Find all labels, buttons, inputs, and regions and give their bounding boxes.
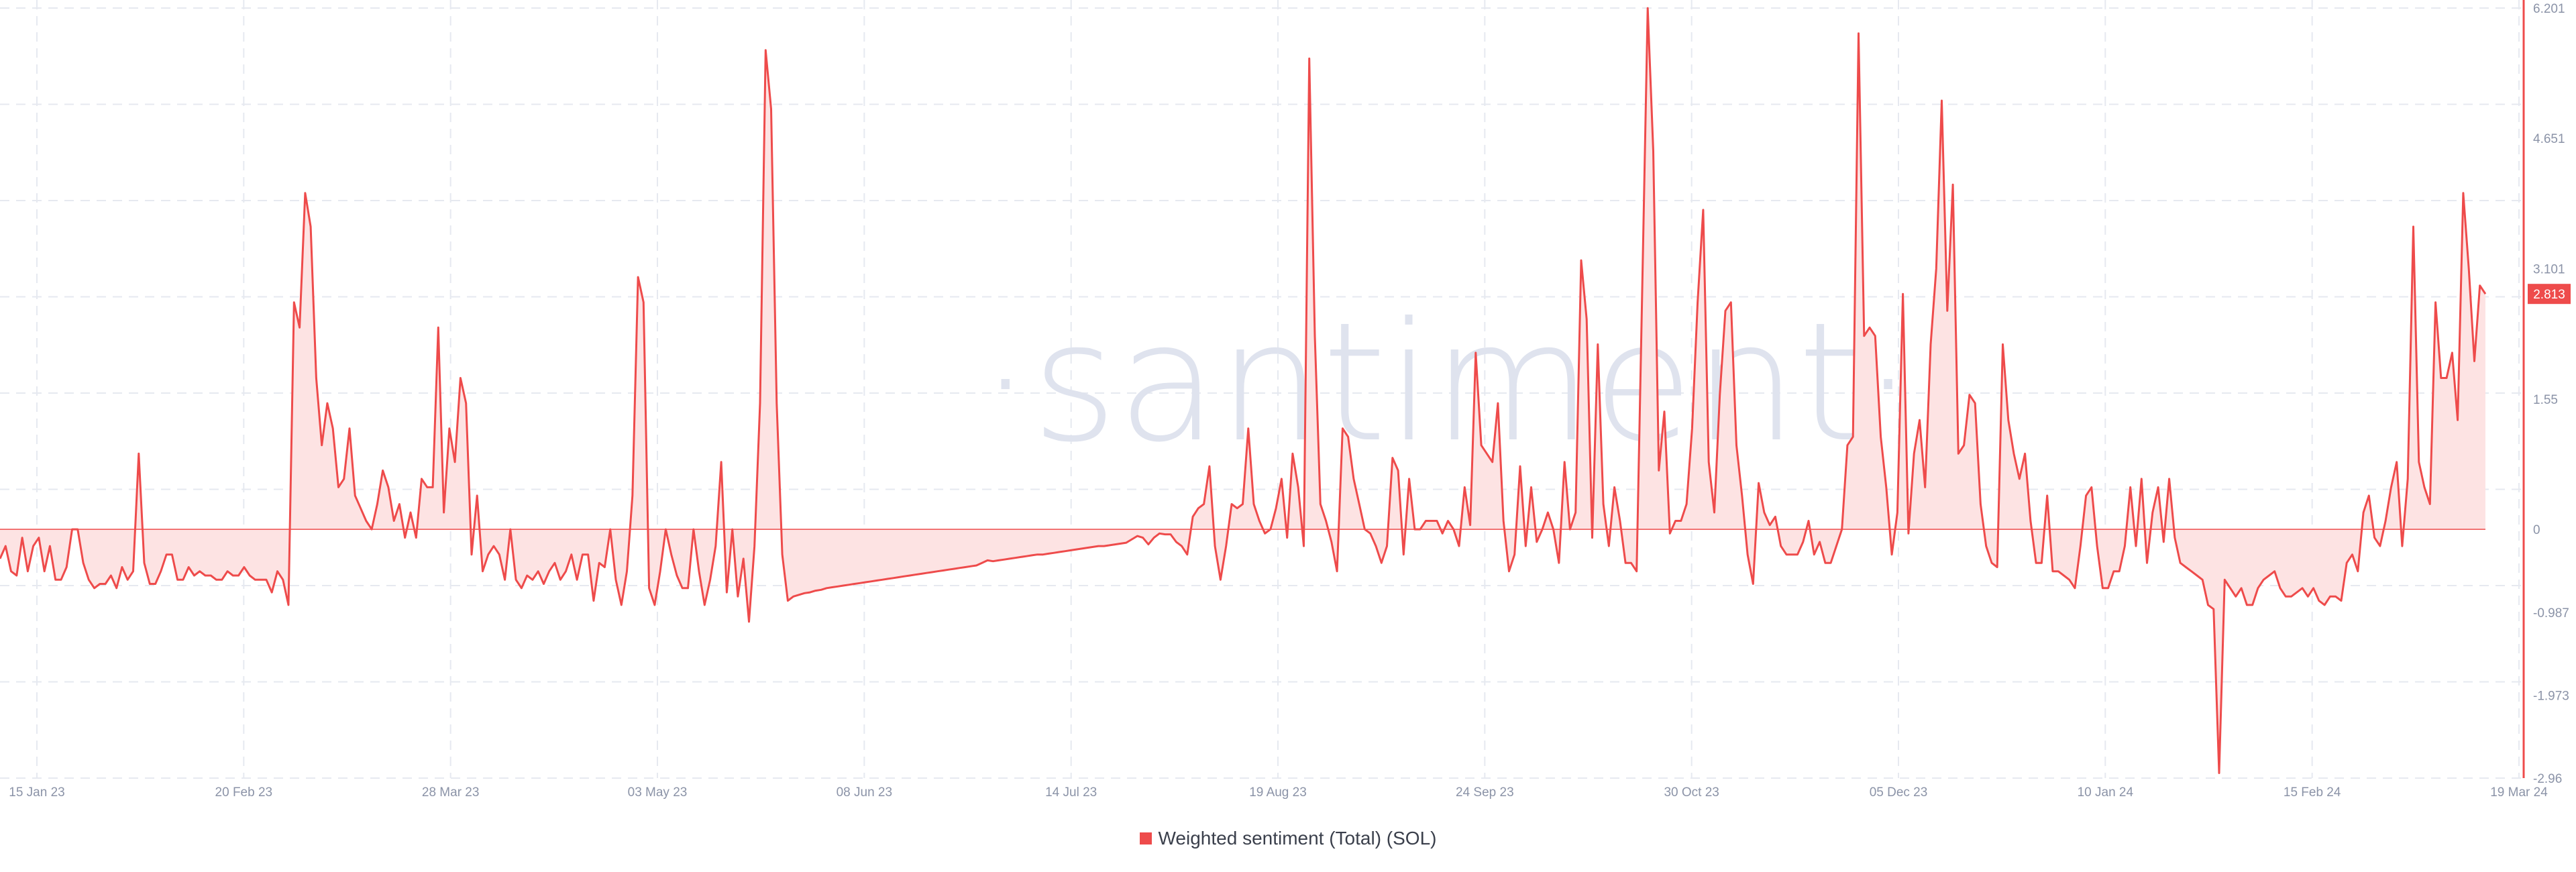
y-tick-label: 3.101 — [2533, 262, 2565, 276]
y-tick-label: 0 — [2533, 523, 2540, 537]
x-axis-ticks: 15 Jan 23 20 Feb 23 28 Mar 23 03 May 23 08 J… — [9, 785, 2548, 800]
current-value-badge-bg — [2528, 284, 2571, 305]
x-tick-label: 08 Jun 23 — [837, 785, 892, 800]
current-value-badge: 2.813 — [2528, 284, 2571, 305]
x-tick-label: 30 Oct 23 — [1664, 785, 1719, 800]
y-axis-ticks: 6.201 4.651 3.101 1.55 0 -0.987 -1.973 -2.96 — [2533, 2, 2569, 786]
x-tick-label: 24 Sep 23 — [1456, 785, 1514, 800]
x-tick-label: 15 Feb 24 — [2284, 785, 2341, 800]
sentiment-line — [0, 7, 2487, 774]
x-tick-label: 19 Aug 23 — [1249, 785, 1307, 800]
x-tick-label: 20 Feb 23 — [215, 785, 273, 800]
y-tick-label: 6.201 — [2533, 2, 2565, 16]
y-tick-label: 1.55 — [2533, 393, 2558, 407]
y-tick-label: 4.651 — [2533, 132, 2565, 146]
x-tick-label: 19 Mar 24 — [2490, 785, 2548, 800]
y-tick-label: -2.96 — [2533, 772, 2562, 786]
y-tick-label: -0.987 — [2533, 606, 2569, 620]
x-tick-label: 03 May 23 — [628, 785, 688, 800]
legend[interactable]: Weighted sentiment (Total) (SOL) — [0, 828, 2576, 849]
x-tick-label: 10 Jan 24 — [2078, 785, 2134, 800]
grid — [0, 0, 2524, 779]
sentiment-series-line — [0, 7, 2487, 774]
x-tick-label: 28 Mar 23 — [422, 785, 480, 800]
sentiment-area-fill — [0, 8, 2485, 773]
current-value-badge-text: 2.813 — [2533, 288, 2565, 302]
x-tick-label: 14 Jul 23 — [1045, 785, 1097, 800]
legend-swatch — [1139, 832, 1152, 844]
legend-label: Weighted sentiment (Total) (SOL) — [1158, 828, 1437, 849]
x-tick-label: 05 Dec 23 — [1870, 785, 1928, 800]
watermark: ·santiment· — [979, 287, 1915, 478]
x-tick-label: 15 Jan 23 — [9, 785, 64, 800]
y-tick-label: -1.973 — [2533, 689, 2569, 703]
